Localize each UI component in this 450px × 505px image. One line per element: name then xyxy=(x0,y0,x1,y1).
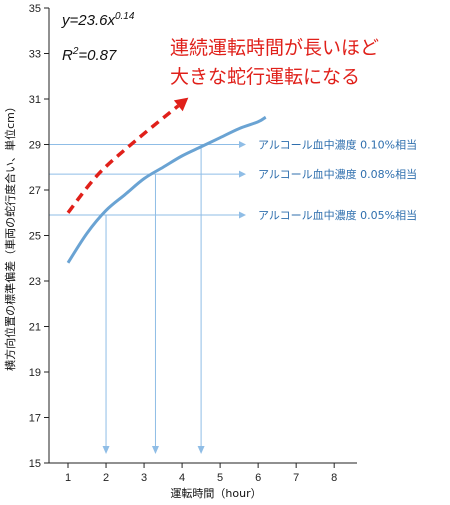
y-tick-label: 33 xyxy=(29,49,41,61)
reference-label: アルコール血中濃度 0.08%相当 xyxy=(258,167,417,181)
drop-arrowhead xyxy=(151,446,159,454)
x-tick-label: 4 xyxy=(179,472,185,484)
y-tick-label: 23 xyxy=(29,276,41,288)
reference-arrowhead xyxy=(239,170,246,178)
x-tick-label: 7 xyxy=(293,472,299,484)
reference-lines xyxy=(49,141,246,219)
reference-arrowhead xyxy=(239,141,246,148)
y-tick-label: 19 xyxy=(29,367,41,379)
y-tick-label: 35 xyxy=(29,3,41,15)
reference-label: アルコール血中濃度 0.05%相当 xyxy=(258,208,417,222)
x-tick-label: 1 xyxy=(65,472,71,484)
drop-arrowhead xyxy=(102,446,110,454)
x-tick-label: 3 xyxy=(141,472,147,484)
r-squared: R2=0.87 xyxy=(62,46,117,64)
equation: y=23.6x0.14 xyxy=(61,11,135,29)
y-tick-label: 31 xyxy=(29,94,41,106)
y-ticks: 15 17 19 21 23 25 27 29 31 33 35 xyxy=(29,3,49,470)
x-tick-label: 6 xyxy=(255,472,261,484)
y-tick-label: 17 xyxy=(29,413,41,425)
annotation-line-2: 大きな蛇行運転になる xyxy=(170,66,360,88)
y-tick-label: 29 xyxy=(29,140,41,152)
drop-lines xyxy=(102,144,205,454)
x-axis-title: 運転時間（hour） xyxy=(170,487,261,500)
annotation-line-1: 連続運転時間が長いほど xyxy=(170,37,379,59)
trend-arrowhead xyxy=(173,97,189,112)
series-line xyxy=(66,115,267,264)
reference-arrowhead xyxy=(239,211,246,219)
y-tick-label: 21 xyxy=(29,322,41,334)
x-tick-label: 5 xyxy=(217,472,223,484)
y-tick-label: 25 xyxy=(29,231,41,243)
trend-arrow xyxy=(66,104,180,214)
y-tick-label: 27 xyxy=(29,185,41,197)
y-tick-label: 15 xyxy=(29,458,41,470)
x-ticks: 1 2 3 4 5 6 7 8 xyxy=(65,463,337,484)
x-tick-label: 2 xyxy=(103,472,109,484)
x-tick-label: 8 xyxy=(331,472,337,484)
drop-arrowhead xyxy=(197,446,205,454)
reference-label: アルコール血中濃度 0.10%相当 xyxy=(258,138,417,152)
plot-area xyxy=(49,97,267,454)
y-axis-title: 横方向位置の標準偏差（車両の蛇行度合い、単位cm） xyxy=(3,101,17,371)
